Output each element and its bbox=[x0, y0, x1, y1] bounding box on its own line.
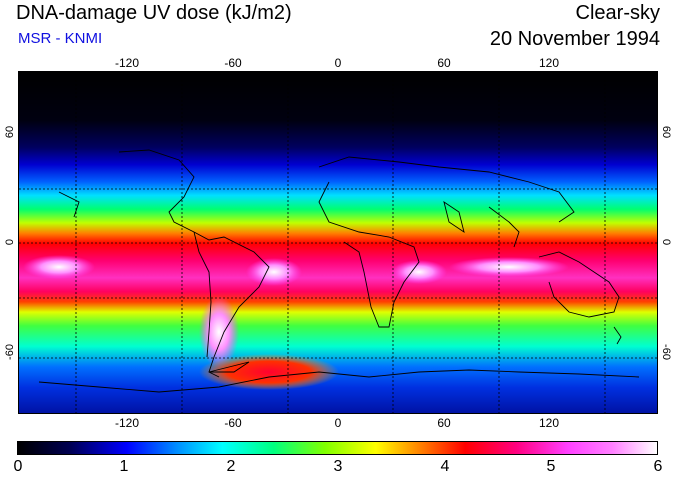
hotspot-east-pacific bbox=[23, 255, 95, 279]
hotspot-africa bbox=[391, 260, 447, 284]
colorbar-tick: 0 bbox=[13, 458, 23, 475]
lat-label-right: -60 bbox=[660, 344, 672, 360]
lat-label-right: 0 bbox=[660, 238, 672, 246]
lon-label-top: 120 bbox=[538, 56, 560, 70]
hotspot-brazil bbox=[246, 258, 302, 286]
uv-field bbox=[19, 72, 657, 413]
colorbar-tick: 5 bbox=[546, 458, 556, 475]
ozone-hole-high-uv bbox=[199, 354, 339, 390]
map-date: 20 November 1994 bbox=[489, 28, 660, 50]
colorbar-tick: 2 bbox=[226, 458, 236, 475]
lon-label-top: -120 bbox=[114, 56, 140, 70]
sky-condition: Clear-sky bbox=[575, 2, 660, 24]
colorbar-tick: 4 bbox=[440, 458, 450, 475]
map-canvas bbox=[19, 72, 657, 413]
lat-label-right: 60 bbox=[660, 125, 672, 139]
coastlines bbox=[38, 149, 640, 393]
map-subtitle: MSR - KNMI bbox=[18, 30, 103, 47]
colorbar-tick: 6 bbox=[653, 458, 663, 475]
lon-label-bottom: 0 bbox=[334, 416, 342, 430]
lon-label-bottom: -60 bbox=[224, 416, 242, 430]
hotspot-south-america bbox=[199, 296, 239, 368]
hotspot-indian-ocean bbox=[449, 257, 569, 277]
lat-label-left: 60 bbox=[4, 125, 16, 139]
lat-label-left: -60 bbox=[4, 344, 16, 360]
lon-label-top: -60 bbox=[224, 56, 242, 70]
map-title: DNA-damage UV dose (kJ/m2) bbox=[16, 2, 292, 24]
uv-dose-map bbox=[18, 71, 658, 414]
colorbar bbox=[17, 441, 658, 455]
graticule bbox=[19, 72, 657, 413]
lon-label-bottom: -120 bbox=[114, 416, 140, 430]
colorbar-tick: 1 bbox=[119, 458, 129, 475]
lon-label-bottom: 60 bbox=[437, 416, 451, 430]
lon-label-bottom: 120 bbox=[538, 416, 560, 430]
lon-label-top: 60 bbox=[437, 56, 451, 70]
colorbar-tick: 3 bbox=[333, 458, 343, 475]
lat-label-left: 0 bbox=[4, 238, 16, 246]
lon-label-top: 0 bbox=[334, 56, 342, 70]
